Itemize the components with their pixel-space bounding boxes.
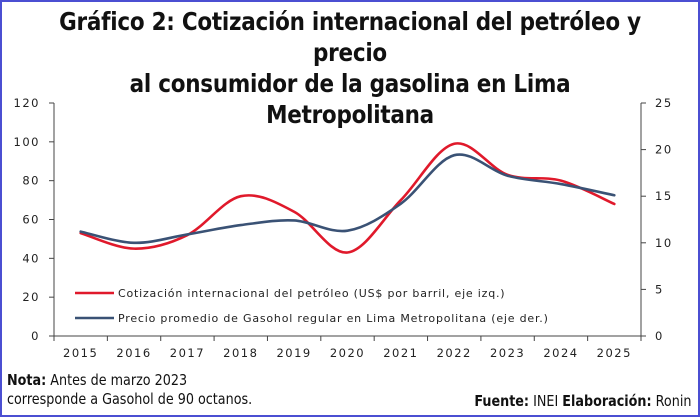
note-label: Nota: <box>7 371 47 389</box>
note: Nota: Antes de marzo 2023 corresponde a … <box>7 371 252 409</box>
left-tick-label: 100 <box>14 135 40 149</box>
x-tick-label: 2022 <box>437 346 472 360</box>
right-tick-label: 5 <box>655 282 664 296</box>
left-tick-label: 20 <box>22 290 40 304</box>
left-tick-label: 40 <box>22 251 40 265</box>
note-line-2: corresponde a Gasohol de 90 octanos. <box>7 390 253 408</box>
left-tick-label: 80 <box>22 174 40 188</box>
x-tick-label: 2017 <box>170 346 205 360</box>
elaboration-value: Ronin <box>651 392 691 410</box>
chart-title: Gráfico 2: Cotización internacional del … <box>49 6 651 130</box>
legend-label-1: Cotización internacional del petróleo (U… <box>118 287 505 300</box>
x-tick-label: 2024 <box>543 346 578 360</box>
right-tick-label: 20 <box>655 143 673 157</box>
note-line-1: Antes de marzo 2023 <box>46 371 188 389</box>
left-tick-label: 60 <box>22 213 40 227</box>
left-tick-label: 120 <box>14 96 40 110</box>
title-line-1: Gráfico 2: Cotización internacional del … <box>59 7 641 67</box>
series-line-2 <box>79 153 616 245</box>
x-tick-label: 2018 <box>223 346 258 360</box>
source: Fuente: INEI Elaboración: Ronin <box>474 392 691 410</box>
right-tick-label: 0 <box>655 329 664 343</box>
source-value: INEI <box>528 392 562 410</box>
right-tick-label: 15 <box>655 189 673 203</box>
x-tick-label: 2019 <box>276 346 311 360</box>
x-tick-label: 2015 <box>63 346 98 360</box>
x-tick-label: 2025 <box>597 346 632 360</box>
source-label: Fuente: <box>473 392 529 410</box>
x-tick-label: 2016 <box>116 346 151 360</box>
elaboration-label: Elaboración: <box>561 392 652 410</box>
left-tick-label: 0 <box>31 329 40 343</box>
title-line-2: al consumidor de la gasolina en Lima Met… <box>129 69 571 129</box>
x-tick-label: 2020 <box>330 346 365 360</box>
series-line-1 <box>79 142 616 254</box>
right-tick-label: 10 <box>655 236 673 250</box>
x-tick-label: 2023 <box>490 346 525 360</box>
x-tick-label: 2021 <box>383 346 418 360</box>
right-tick-label: 25 <box>655 96 673 110</box>
legend-label-2: Precio promedio de Gasohol regular en Li… <box>118 312 549 325</box>
